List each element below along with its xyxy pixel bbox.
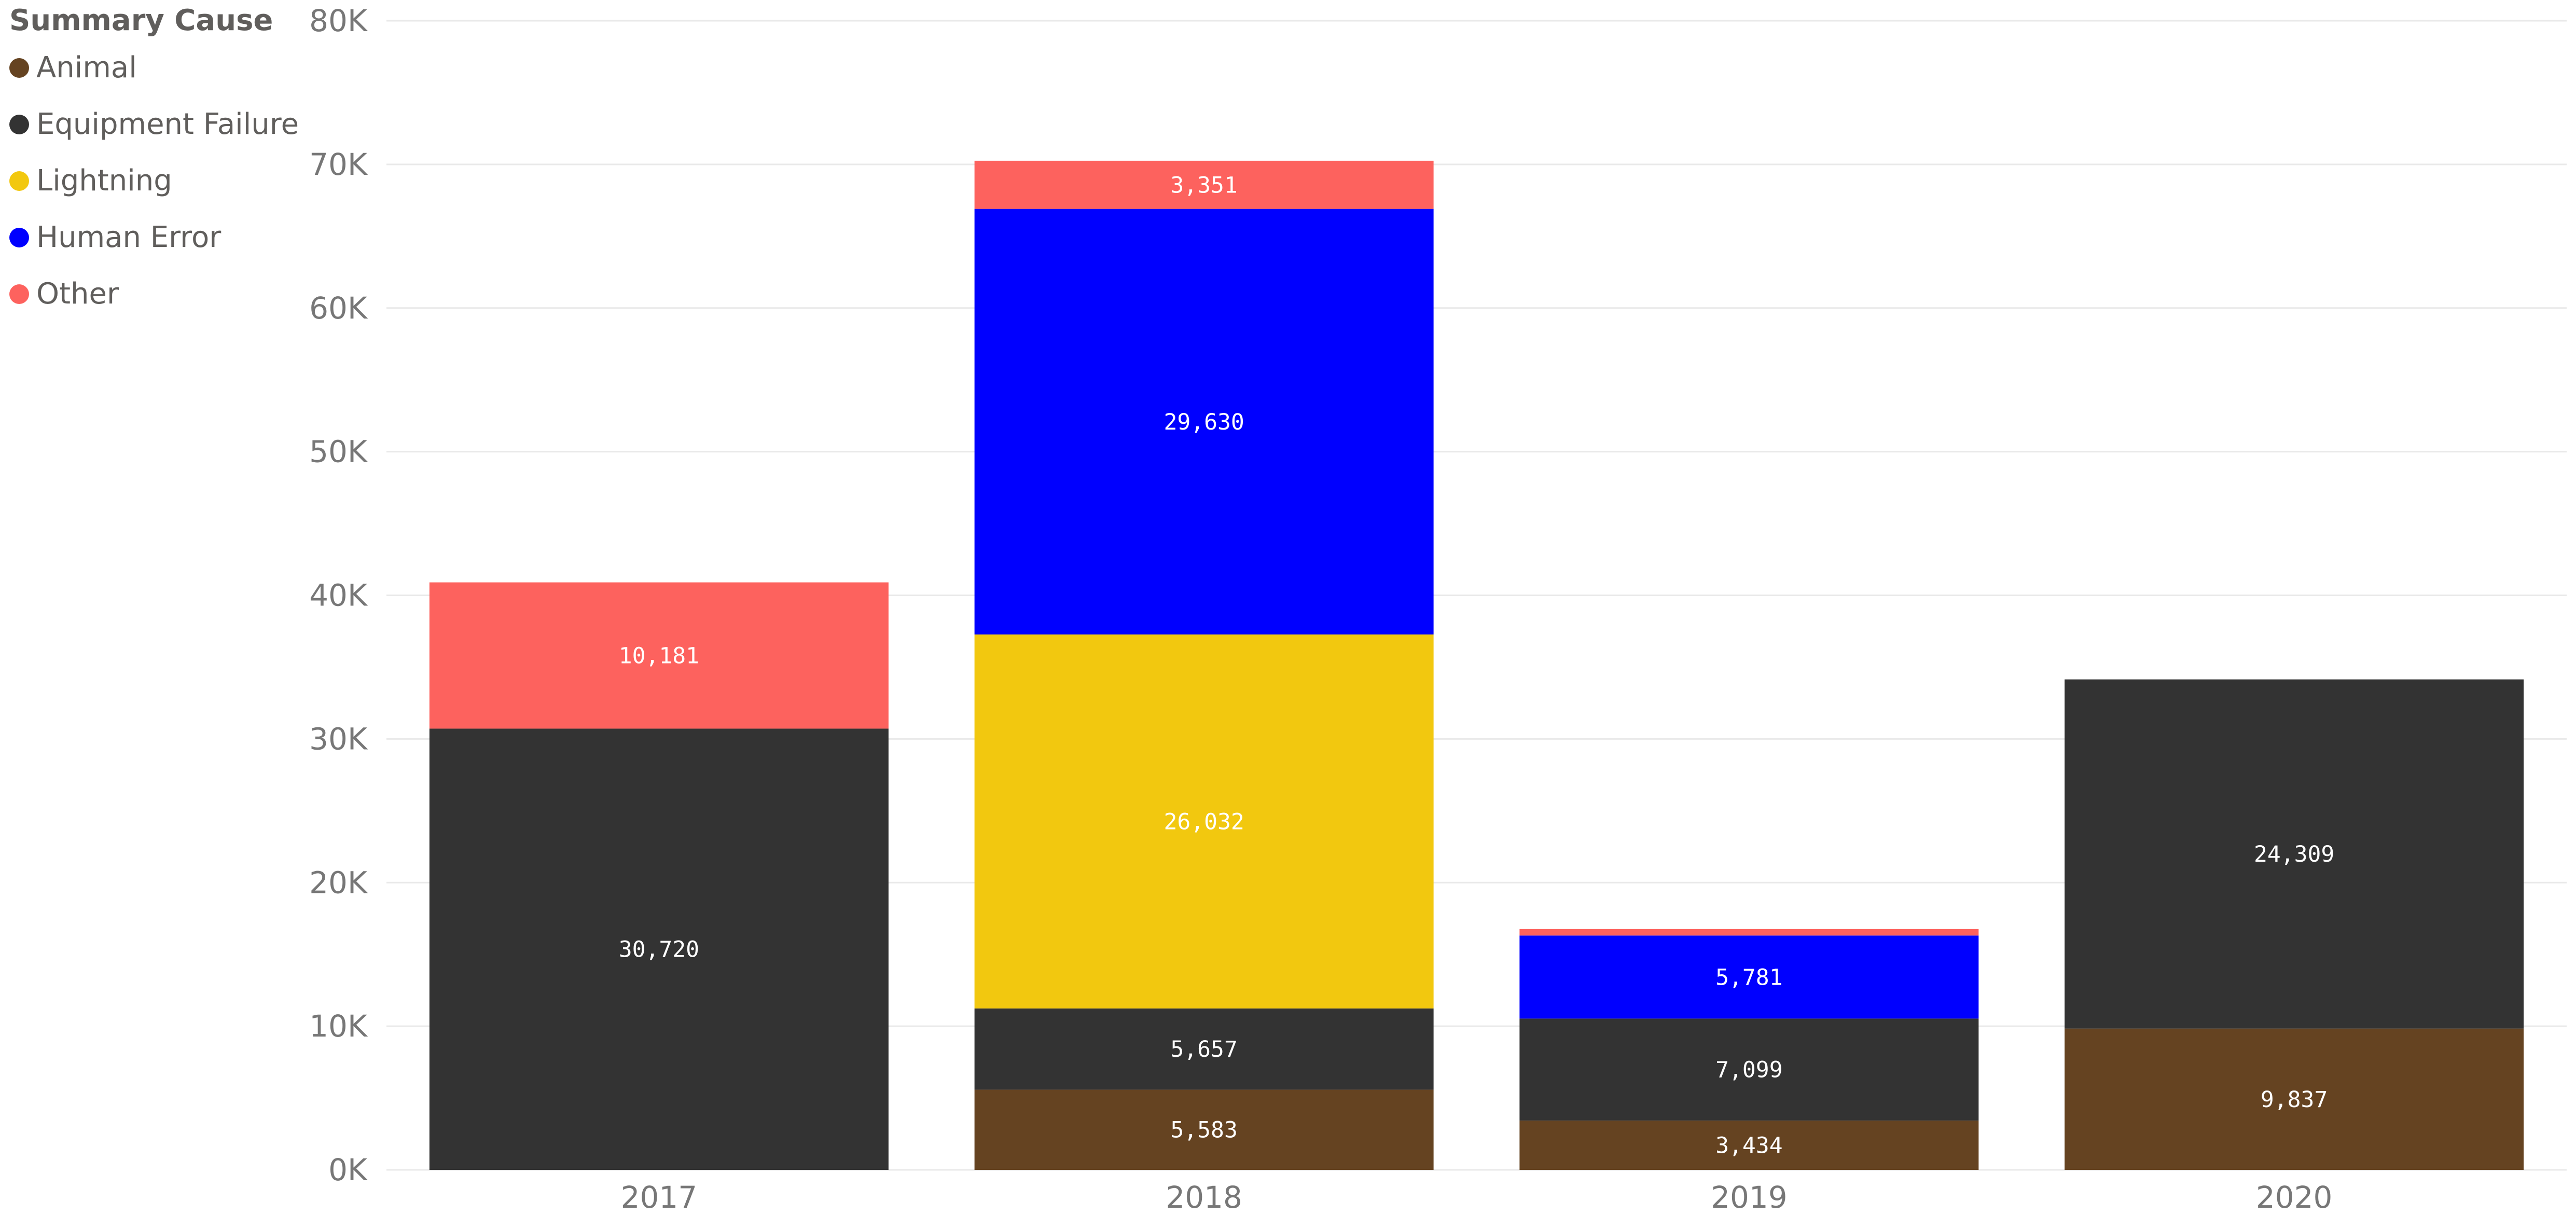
- data-label: 7,099: [1715, 1057, 1782, 1083]
- legend-marker-icon: [9, 284, 29, 304]
- data-label: 30,720: [619, 937, 699, 963]
- legend-item-animal[interactable]: Animal: [9, 39, 299, 96]
- data-label: 26,032: [1164, 809, 1244, 835]
- bar-other-2018[interactable]: [974, 160, 1434, 209]
- x-tick-label: 2018: [1166, 1180, 1242, 1215]
- legend: Summary Cause Animal Equipment Failure Lig…: [9, 2, 299, 322]
- legend-title: Summary Cause: [9, 4, 273, 37]
- legend-item-equipment-failure[interactable]: Equipment Failure: [9, 96, 299, 153]
- bar-equipment-failure-2017[interactable]: [429, 728, 889, 1170]
- y-tick-label: 20K: [309, 865, 368, 900]
- x-tick-label: 2019: [1711, 1180, 1788, 1215]
- bar-human-error-2018[interactable]: [974, 209, 1434, 635]
- data-label: 24,309: [2254, 841, 2334, 867]
- bar-other-2019[interactable]: [1519, 929, 1979, 936]
- data-label: 5,657: [1170, 1037, 1237, 1062]
- legend-marker-icon: [9, 171, 29, 191]
- bar-animal-2019[interactable]: [1519, 1120, 1979, 1170]
- legend-item-human-error[interactable]: Human Error: [9, 209, 299, 266]
- bar-equipment-failure-2019[interactable]: [1519, 1018, 1979, 1121]
- bar-other-2017[interactable]: [429, 582, 889, 729]
- legend-marker-icon: [9, 227, 29, 247]
- bar-lightning-2018[interactable]: [974, 634, 1434, 1009]
- y-tick-label: 60K: [309, 291, 368, 326]
- data-label: 5,583: [1170, 1117, 1237, 1143]
- y-tick-label: 50K: [309, 434, 368, 470]
- data-label: 3,434: [1715, 1133, 1782, 1158]
- bar-equipment-failure-2018[interactable]: [974, 1008, 1434, 1090]
- data-label: 9,837: [2261, 1087, 2328, 1113]
- y-tick-label: 10K: [309, 1009, 368, 1044]
- bar-human-error-2019[interactable]: [1519, 935, 1979, 1019]
- legend-item-lightning[interactable]: Lightning: [9, 153, 299, 209]
- legend-items: Animal Equipment Failure Lightning Human Er…: [9, 39, 299, 322]
- y-tick-label: 70K: [309, 147, 368, 182]
- data-label: 29,630: [1164, 409, 1244, 435]
- data-label: 10,181: [619, 643, 699, 669]
- y-tick-label: 30K: [309, 721, 368, 756]
- legend-marker-icon: [9, 58, 29, 78]
- legend-item-other[interactable]: Other: [9, 266, 299, 322]
- x-tick-label: 2017: [621, 1180, 698, 1215]
- bar-equipment-failure-2020[interactable]: [2065, 679, 2524, 1029]
- bar-animal-2018[interactable]: [974, 1089, 1434, 1170]
- bar-animal-2020[interactable]: [2065, 1028, 2524, 1170]
- legend-marker-icon: [9, 114, 29, 134]
- legend-label: Other: [36, 277, 119, 311]
- y-tick-label: 80K: [309, 3, 368, 38]
- legend-label: Equipment Failure: [36, 107, 299, 141]
- x-tick-label: 2020: [2256, 1180, 2333, 1215]
- data-label: 3,351: [1170, 172, 1237, 198]
- y-tick-label: 0K: [328, 1152, 368, 1188]
- y-tick-label: 40K: [309, 578, 368, 613]
- legend-label: Lightning: [36, 164, 172, 198]
- legend-label: Animal: [36, 51, 137, 85]
- data-label: 5,781: [1715, 964, 1782, 990]
- legend-label: Human Error: [36, 220, 221, 254]
